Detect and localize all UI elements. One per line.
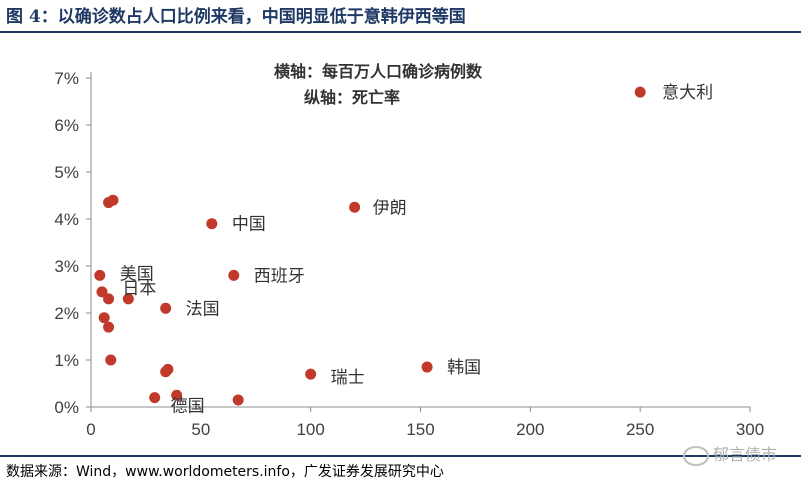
watermark-text: 郁言债市 xyxy=(712,445,777,464)
watermark: 郁言债市 xyxy=(682,441,777,466)
x-tick-label: 200 xyxy=(516,420,544,439)
y-tick-label: 3% xyxy=(54,257,79,276)
y-tick-label: 2% xyxy=(54,304,79,323)
title-rule xyxy=(0,31,801,33)
y-tick-label: 4% xyxy=(54,210,79,229)
point-label: 日本 xyxy=(122,279,156,299)
data-point xyxy=(349,201,361,213)
data-point xyxy=(107,194,119,206)
point-label: 韩国 xyxy=(447,358,481,378)
data-point xyxy=(171,389,183,401)
data-point xyxy=(232,394,244,406)
y-tick-label: 1% xyxy=(54,351,79,370)
point-label: 伊朗 xyxy=(373,198,407,218)
point-label: 法国 xyxy=(186,299,220,319)
data-point xyxy=(98,312,110,324)
x-tick-label: 250 xyxy=(626,420,654,439)
data-point xyxy=(149,392,161,404)
point-label: 西班牙 xyxy=(254,266,305,286)
source-note: 数据来源：Wind，www.worldometers.info，广发证券发展研究… xyxy=(6,464,444,480)
data-point xyxy=(96,286,108,298)
scatter-chart: 0% 1% 2% 3% 4% 5% 6% 7% 0 50 100 150 200 250 300 意大利伊朗… xyxy=(54,62,764,439)
data-point xyxy=(305,368,317,380)
axes: 0% 1% 2% 3% 4% 5% 6% 7% 0 50 100 150 200 250 300 xyxy=(54,69,764,439)
point-label: 瑞士 xyxy=(331,368,365,388)
y-tick-label: 0% xyxy=(54,398,79,417)
data-point xyxy=(206,218,218,230)
data-point xyxy=(228,269,240,281)
point-label: 中国 xyxy=(232,215,266,235)
annotation-line: 纵轴：死亡率 xyxy=(304,88,400,107)
wechat-icon xyxy=(682,445,709,466)
x-tick-label: 50 xyxy=(191,420,210,439)
source-rule xyxy=(0,455,801,457)
data-point xyxy=(634,86,646,98)
x-tick-label: 150 xyxy=(406,420,434,439)
data-points xyxy=(94,86,646,406)
point-label: 美国 xyxy=(120,264,154,284)
x-tick-label: 0 xyxy=(86,420,95,439)
data-point xyxy=(162,363,174,375)
data-point xyxy=(103,293,115,305)
point-label: 德国 xyxy=(171,396,205,416)
x-tick-label: 300 xyxy=(736,420,764,439)
y-tick-label: 6% xyxy=(54,116,79,135)
figure-title: 图 4：以确诊数占人口比例来看，中国明显低于意韩伊西等国 xyxy=(6,7,466,27)
annotation-line: 横轴：每百万人口确诊病例数 xyxy=(274,62,483,81)
data-point xyxy=(421,361,433,373)
point-label: 意大利 xyxy=(662,83,713,103)
data-point xyxy=(160,302,172,314)
data-point xyxy=(103,321,115,333)
data-point xyxy=(122,293,134,305)
data-point xyxy=(94,269,106,281)
x-tick-label: 100 xyxy=(296,420,324,439)
y-tick-label: 5% xyxy=(54,163,79,182)
y-tick-label: 7% xyxy=(54,69,79,88)
data-point xyxy=(105,354,117,366)
